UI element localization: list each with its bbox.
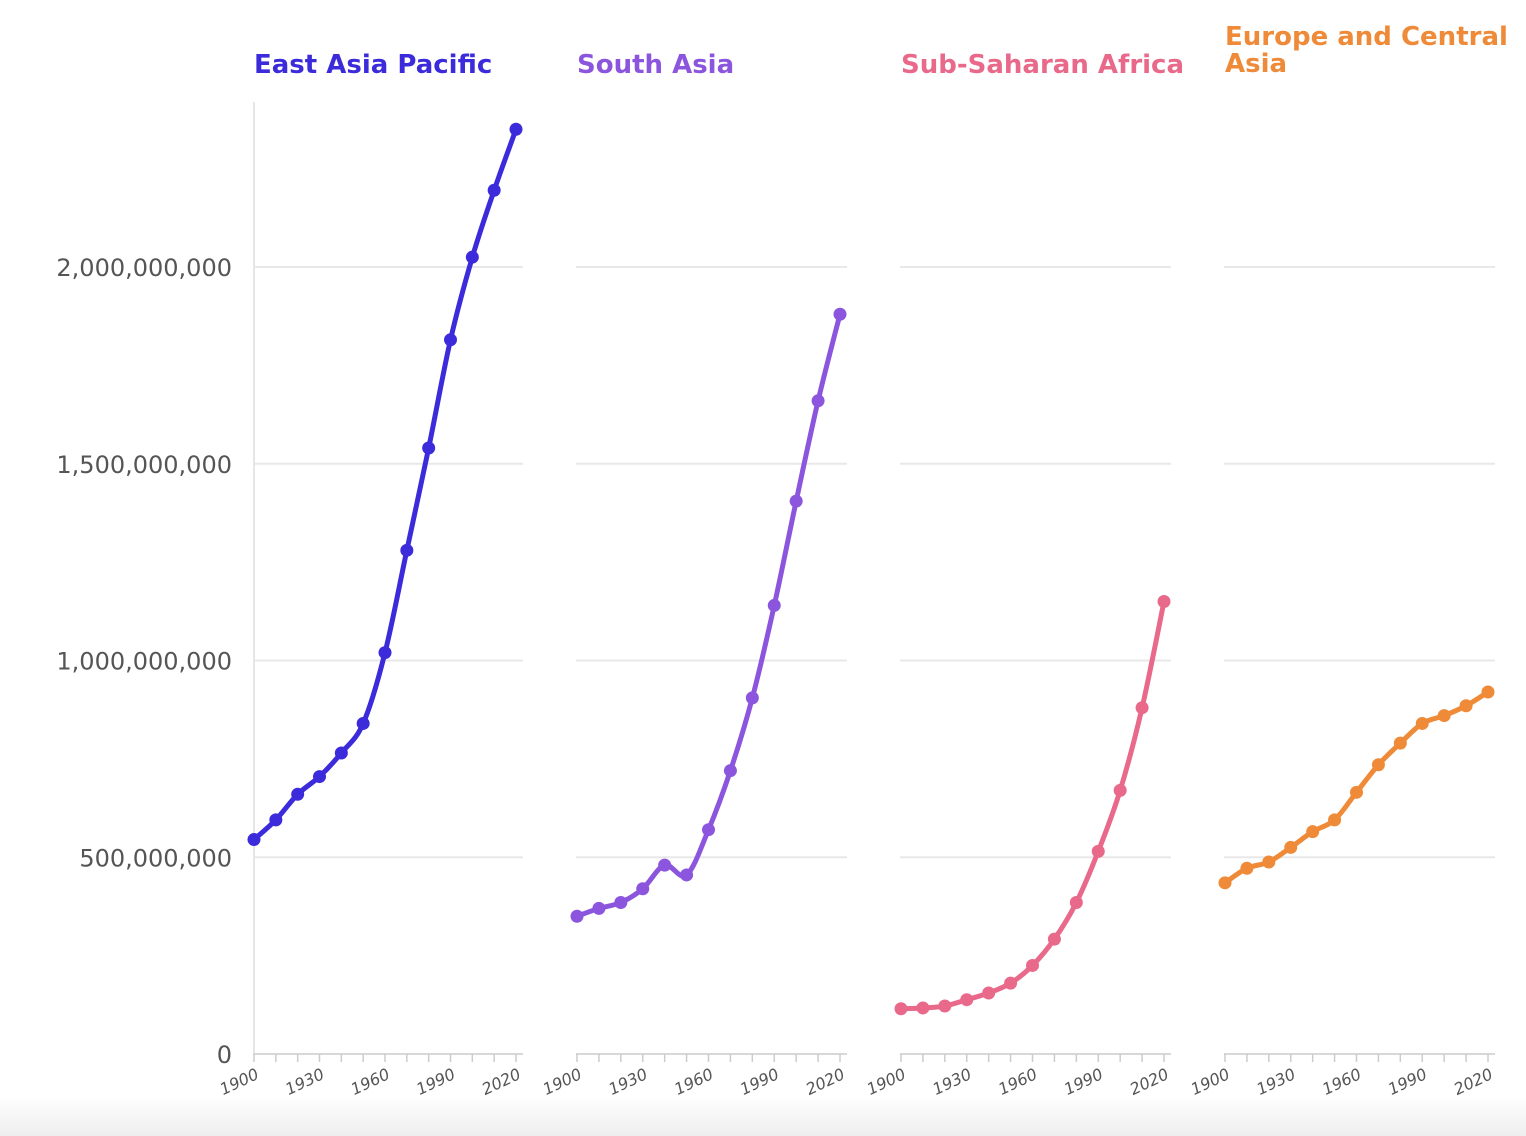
data-point — [509, 122, 523, 136]
data-point — [745, 691, 759, 705]
data-point — [1481, 685, 1495, 699]
data-point — [982, 986, 996, 1000]
y-tick-label: 500,000,000 — [79, 844, 232, 872]
data-point — [1328, 813, 1342, 827]
data-point — [291, 787, 305, 801]
data-point — [1415, 716, 1429, 730]
x-tick-label: 1990 — [737, 1064, 782, 1098]
x-tick-label: 2020 — [1451, 1064, 1496, 1098]
data-point — [1047, 932, 1061, 946]
data-point — [636, 882, 650, 896]
data-point — [702, 823, 715, 837]
data-point — [592, 901, 606, 915]
data-point — [1135, 701, 1149, 715]
data-point — [811, 394, 825, 408]
x-tick-label: 1960 — [671, 1064, 716, 1098]
x-tick-label: 1960 — [995, 1064, 1040, 1098]
data-point — [422, 441, 436, 455]
data-point — [1437, 709, 1451, 723]
x-tick-label: 1990 — [1061, 1064, 1106, 1098]
data-point — [247, 833, 261, 847]
data-point — [680, 868, 694, 882]
x-tick-label: 1900 — [217, 1064, 262, 1098]
data-point — [1113, 783, 1127, 797]
y-tick-label: 1,000,000,000 — [56, 648, 232, 676]
x-tick-label: 1900 — [540, 1064, 585, 1098]
data-point — [1069, 896, 1083, 910]
data-point — [1306, 825, 1320, 839]
series-line — [898, 598, 1167, 1012]
data-point — [1218, 876, 1232, 890]
x-tick-label: 1960 — [348, 1064, 393, 1098]
x-tick-label: 1930 — [1254, 1064, 1299, 1098]
data-point — [1284, 840, 1298, 854]
panel-title: Asia — [1225, 49, 1287, 79]
series-line — [251, 126, 519, 843]
data-point — [487, 183, 501, 197]
data-point — [614, 896, 628, 910]
data-point — [938, 999, 952, 1013]
data-point — [378, 646, 392, 660]
data-point — [400, 543, 414, 557]
data-point — [894, 1002, 908, 1016]
data-point — [1004, 976, 1018, 990]
x-tick-label: 2020 — [803, 1064, 848, 1098]
data-point — [960, 993, 974, 1007]
data-point — [723, 764, 737, 778]
data-point — [465, 250, 479, 264]
data-point — [658, 858, 672, 872]
y-tick-label: 1,500,000,000 — [56, 451, 232, 479]
data-point — [334, 746, 348, 760]
x-tick-label: 1930 — [282, 1064, 327, 1098]
panel-title: East Asia Pacific — [254, 50, 492, 80]
series-layer — [247, 122, 1495, 1016]
x-tick-label: 1990 — [1385, 1064, 1430, 1098]
data-point — [1459, 699, 1473, 713]
panel-title: Sub-Saharan Africa — [901, 50, 1184, 80]
data-point — [1240, 861, 1254, 875]
data-point — [1393, 736, 1407, 750]
x-tick-label: 1960 — [1319, 1064, 1364, 1098]
data-point — [1371, 758, 1385, 772]
data-point — [313, 770, 326, 784]
x-tick-label: 2020 — [479, 1064, 524, 1098]
panel-title: South Asia — [577, 50, 734, 80]
data-point — [833, 307, 847, 321]
grid-layer — [253, 266, 1495, 859]
data-point — [1262, 855, 1276, 869]
data-point — [1350, 785, 1363, 799]
data-point — [570, 909, 584, 923]
data-point — [916, 1001, 930, 1015]
data-point — [1026, 958, 1039, 972]
data-point — [789, 494, 803, 508]
x-tick-label: 1900 — [864, 1064, 909, 1098]
axis-layer — [253, 102, 1495, 1062]
data-point — [767, 598, 781, 612]
y-tick-label: 2,000,000,000 — [56, 254, 232, 282]
data-point — [1091, 844, 1105, 858]
x-tick-label: 1930 — [606, 1064, 651, 1098]
x-tick-label: 1990 — [413, 1064, 458, 1098]
x-tick-label: 1930 — [930, 1064, 975, 1098]
panel-title: Europe and Central — [1225, 22, 1508, 52]
data-point — [356, 716, 370, 730]
data-point — [269, 813, 283, 827]
data-point — [444, 333, 457, 347]
data-point — [1157, 594, 1171, 608]
x-tick-label: 2020 — [1127, 1064, 1172, 1098]
y-tick-label: 0 — [217, 1041, 232, 1069]
x-tick-label: 1900 — [1188, 1064, 1233, 1098]
